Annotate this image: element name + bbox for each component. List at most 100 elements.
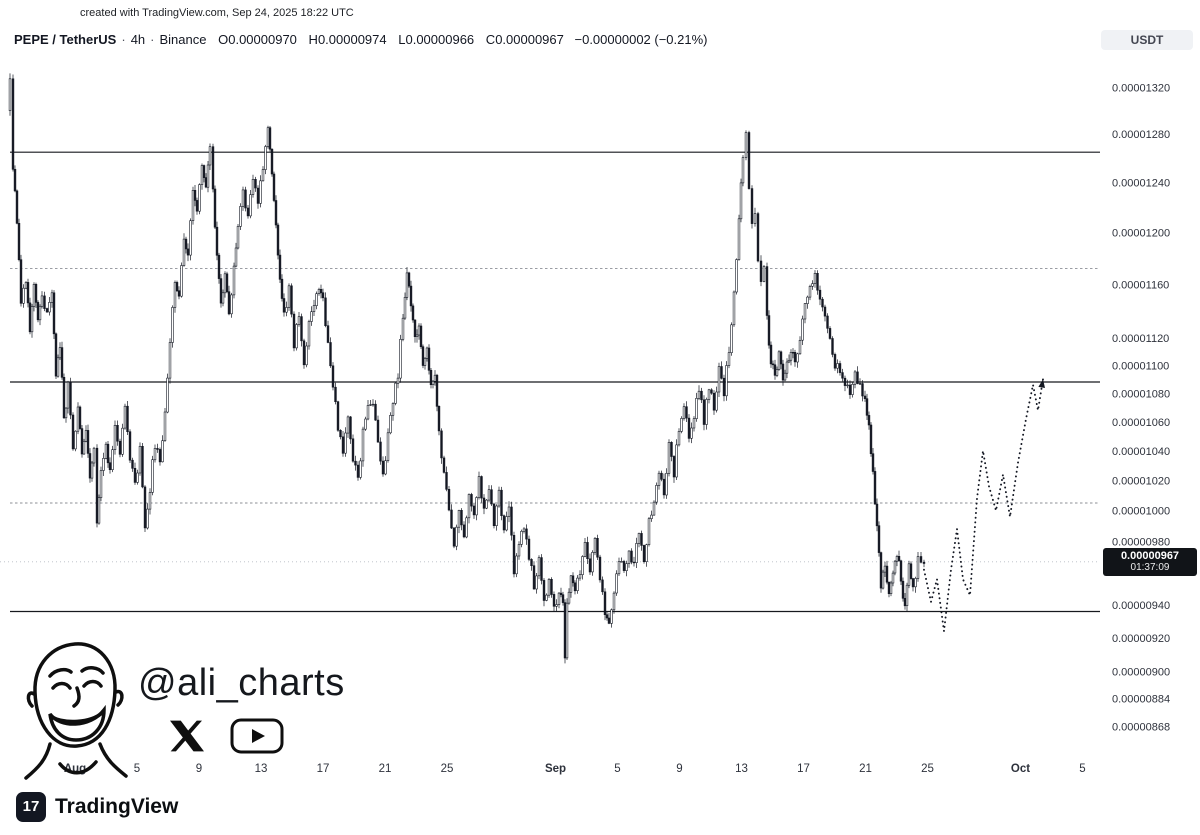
candle (893, 560, 897, 576)
symbol-title[interactable]: PEPE / TetherUS (14, 32, 117, 47)
candle (507, 501, 511, 523)
candle (687, 414, 691, 443)
candle (136, 469, 139, 485)
x-axis-label: 25 (441, 763, 454, 775)
candle (515, 553, 518, 578)
candle (54, 332, 58, 379)
tradingview-wordmark: TradingView (55, 795, 179, 818)
candle (773, 359, 777, 380)
candle (399, 334, 402, 383)
candle (530, 558, 533, 571)
candle (472, 502, 476, 519)
candle (351, 434, 355, 463)
youtube-icon (230, 718, 284, 754)
candle (500, 486, 503, 521)
candle (356, 461, 360, 481)
candle (781, 359, 785, 386)
candle (525, 524, 528, 545)
candle (485, 499, 488, 510)
candle (193, 185, 197, 207)
candle (104, 441, 108, 460)
candle (806, 295, 809, 309)
candle (895, 554, 899, 567)
candle (312, 299, 316, 316)
candle (586, 536, 589, 564)
candle (450, 504, 453, 529)
candle (43, 291, 46, 312)
candle (186, 243, 190, 262)
candle (769, 341, 773, 368)
candle (576, 575, 579, 594)
candle (730, 322, 733, 356)
candle (578, 570, 582, 581)
candle (777, 350, 781, 371)
candle (106, 441, 110, 468)
candle (60, 341, 64, 380)
candle (305, 342, 308, 368)
candle (655, 482, 658, 505)
candle (861, 380, 864, 402)
y-axis-label: 0.00001200 (1112, 228, 1170, 240)
candle (361, 426, 365, 467)
candle (907, 560, 911, 589)
x-axis-label: 21 (379, 763, 392, 775)
candle (163, 408, 167, 442)
separator-dot: · (150, 32, 155, 47)
candle (336, 400, 340, 432)
candle (909, 561, 913, 580)
candle (26, 278, 30, 308)
projection-path[interactable] (923, 378, 1044, 632)
candle (863, 390, 867, 402)
candle (113, 420, 117, 455)
candle (251, 174, 255, 198)
candle (495, 504, 498, 531)
candle (405, 267, 409, 301)
candle (914, 576, 917, 593)
watermark-avatar (24, 642, 128, 780)
candle (603, 588, 607, 621)
y-axis-label: 0.00001120 (1112, 333, 1169, 345)
x-axis-label: Sep (545, 763, 566, 775)
candle (13, 165, 17, 193)
candle (92, 446, 96, 467)
candle (637, 532, 641, 548)
candle (567, 588, 571, 605)
candle (916, 552, 920, 582)
candle (717, 362, 721, 397)
candle (901, 577, 905, 602)
candle (881, 569, 885, 590)
candle (108, 457, 112, 474)
candle (24, 281, 28, 290)
candle (427, 344, 431, 375)
y-axis-label: 0.00000884 (1112, 694, 1170, 706)
candle (417, 323, 421, 340)
candle (741, 155, 745, 187)
candle (369, 400, 372, 406)
candle (208, 143, 212, 170)
candle (467, 493, 471, 524)
candle (239, 203, 242, 230)
candle (540, 554, 543, 585)
candle (660, 470, 663, 482)
candle (401, 314, 405, 342)
candle (123, 403, 127, 430)
timeframe-label[interactable]: 4h (130, 32, 146, 47)
candle (200, 163, 204, 190)
candle (290, 283, 293, 318)
candle (520, 529, 523, 548)
candle (121, 423, 124, 457)
candle (234, 242, 238, 268)
currency-button[interactable]: USDT (1101, 30, 1193, 50)
candle (66, 380, 70, 414)
candle (885, 560, 889, 585)
candle (324, 292, 327, 328)
candle (435, 373, 439, 412)
tradingview-logo[interactable]: 17 TradingView (16, 792, 178, 822)
candle (650, 510, 653, 522)
candle (833, 352, 837, 371)
candle (447, 486, 451, 512)
ohlc-high: H0.00000974 (308, 32, 387, 47)
candle (697, 385, 701, 401)
price-badge[interactable]: 0.00000967 01:37:09 (1103, 548, 1197, 576)
